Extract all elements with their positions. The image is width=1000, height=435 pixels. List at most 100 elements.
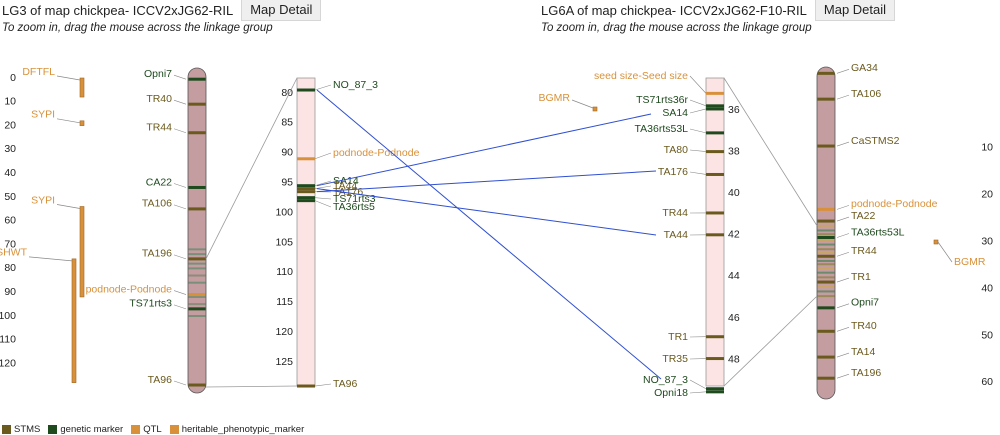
- homolog-link-line: [316, 113, 652, 187]
- marker-label: podnode-Podnode: [86, 283, 173, 295]
- qtl-label: BGMR: [954, 256, 986, 268]
- qtl-label: DFTFL: [22, 66, 55, 78]
- zoom-marker-band: [706, 233, 724, 237]
- zoom-marker-band: [297, 190, 315, 194]
- marker-label: Opni7: [144, 68, 172, 80]
- left-panel-header: LG3 of map chickpea- ICCV2xJG62-RIL Map …: [2, 0, 322, 21]
- zoom-marker-label: TA96: [333, 378, 357, 390]
- right-axis-tick-label: 40: [981, 282, 993, 294]
- zoom-marker-band: [297, 184, 315, 188]
- zoom-marker-band: [706, 335, 724, 339]
- marker-band: [817, 295, 835, 298]
- homolog-link-line: [316, 89, 662, 380]
- legend-swatch: [2, 425, 11, 434]
- zoom-marker-label: seed size-Seed size: [594, 70, 688, 82]
- marker-band: [188, 185, 206, 189]
- marker-label: TR1: [851, 271, 871, 283]
- zoom-guide-line: [205, 77, 298, 260]
- marker-band: [188, 253, 206, 256]
- marker-band: [188, 262, 206, 265]
- zoom-leader-line: [689, 379, 707, 389]
- marker-leader-line: [836, 327, 850, 332]
- lg3-chromosome: [187, 67, 207, 394]
- left-axis-tick-label: 90: [4, 286, 16, 298]
- right-zoom-axis-tick-label: 46: [728, 312, 740, 324]
- right-zoom-axis-tick-label: 36: [728, 104, 740, 116]
- right-zoom-axis-tick-label: 44: [728, 270, 740, 282]
- zoom-marker-label: TA176: [333, 186, 363, 198]
- marker-band: [188, 293, 206, 297]
- zoom-leader-line: [689, 149, 707, 152]
- zoom-guide-line: [723, 295, 818, 387]
- marker-band: [817, 254, 835, 258]
- zoom-marker-band: [706, 357, 724, 361]
- marker-band: [817, 71, 835, 75]
- zoom-marker-label: TA176: [658, 166, 688, 178]
- marker-leader-line: [173, 254, 187, 260]
- zoom-axis-tick-label: 95: [281, 176, 293, 188]
- marker-label: TR40: [146, 93, 172, 105]
- marker-label: TA14: [851, 346, 875, 358]
- right-zoom-axis-tick-label: 40: [728, 187, 740, 199]
- left-axis-tick-label: 30: [4, 143, 16, 155]
- zoom-marker-band: [706, 131, 724, 135]
- homolog-link-line: [316, 170, 657, 193]
- marker-band: [188, 303, 206, 306]
- zoom-marker-label: TS71rts3: [333, 193, 376, 205]
- linkage-map-canvas[interactable]: 0 10 20 30 40 50 60 70 80 90 100 110 120 DFTFL SYPI SYP…: [0, 0, 1000, 420]
- qtl-bar: [79, 77, 85, 98]
- zoom-axis-tick-label: 85: [281, 117, 293, 129]
- zoom-axis-tick-label: 110: [276, 266, 293, 278]
- qtl-bar: [79, 206, 85, 298]
- zoom-marker-band: [706, 104, 724, 108]
- left-axis-tick-label: 50: [4, 191, 16, 203]
- marker-leader-line: [836, 303, 850, 309]
- marker-band: [188, 248, 206, 251]
- zoom-guide-line: [205, 385, 298, 388]
- left-axis-tick-label: 10: [4, 96, 16, 108]
- zoom-marker-label: TS71rts36r: [636, 94, 688, 106]
- legend: STMS genetic marker QTL heritable_phenotypi…: [2, 424, 312, 435]
- marker-label: GA34: [851, 62, 878, 74]
- marker-band: [817, 259, 835, 262]
- right-axis-tick-label: 20: [981, 189, 993, 201]
- left-axis-tick-label: 120: [0, 357, 16, 369]
- legend-swatch: [131, 425, 141, 434]
- zoom-marker-label: NO_87_3: [643, 374, 688, 386]
- zoom-guide-line: [723, 77, 818, 226]
- marker-label: TR44: [146, 122, 172, 134]
- marker-label: TA196: [851, 367, 881, 379]
- marker-band: [817, 285, 835, 288]
- zoom-axis-tick-label: 105: [275, 236, 293, 248]
- qtl-label: BGMR: [539, 92, 571, 104]
- marker-label: CA22: [146, 176, 172, 188]
- left-axis-tick-label: 20: [4, 119, 16, 131]
- marker-leader-line: [836, 94, 850, 100]
- zoom-leader-line: [689, 75, 707, 94]
- right-map-detail-button[interactable]: Map Detail: [814, 0, 896, 21]
- marker-leader-line: [173, 304, 187, 310]
- marker-leader-line: [836, 352, 850, 358]
- marker-leader-line: [836, 233, 850, 238]
- zoom-marker-band: [297, 196, 315, 200]
- marker-band: [817, 207, 835, 211]
- zoom-marker-band: [297, 157, 315, 161]
- marker-leader-line: [836, 141, 850, 147]
- zoom-leader-line: [689, 171, 707, 175]
- marker-leader-line: [173, 99, 187, 105]
- qtl-bar: [79, 120, 85, 126]
- zoom-leader-line: [689, 391, 707, 394]
- zoom-axis-tick-label: 100: [275, 206, 293, 218]
- left-map-detail-button[interactable]: Map Detail: [241, 0, 322, 21]
- marker-band: [188, 281, 206, 284]
- zoom-marker-band: [297, 199, 315, 203]
- left-axis-tick-label: 60: [4, 215, 16, 227]
- zoom-leader-line: [314, 84, 332, 91]
- marker-label: TR44: [851, 245, 877, 257]
- zoom-marker-label: SA14: [662, 107, 688, 119]
- zoom-leader-line: [689, 128, 707, 134]
- marker-label: TA196: [142, 248, 172, 260]
- zoom-marker-label: NO_87_3: [333, 79, 378, 91]
- marker-band: [188, 307, 206, 311]
- zoom-marker-label: TR44: [662, 207, 688, 219]
